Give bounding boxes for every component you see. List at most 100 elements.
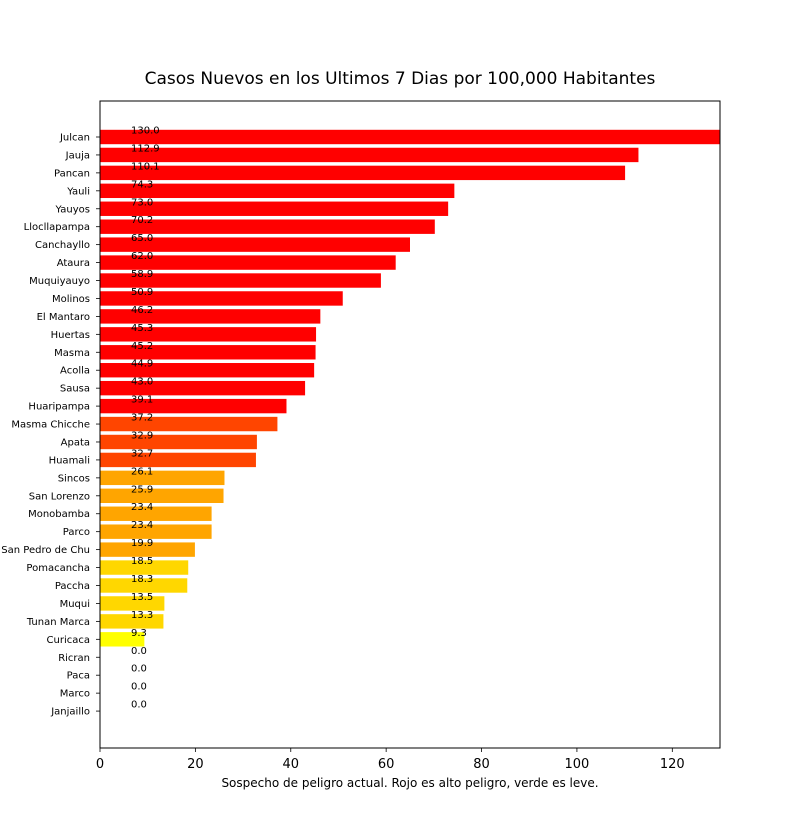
y-tick-label: Ricran [58, 653, 90, 664]
bar [100, 488, 224, 503]
bar-value-label: 58.9 [131, 269, 153, 280]
y-tick-label: Canchayllo [35, 240, 90, 251]
y-tick-label: Jauja [65, 150, 90, 161]
bar [100, 183, 455, 199]
y-tick-label: Parco [63, 527, 90, 538]
plot-frame [99, 100, 721, 749]
x-tick-label: 0 [96, 757, 104, 772]
bar-value-label: 37.2 [131, 413, 153, 424]
y-tick-label: Acolla [60, 366, 90, 377]
y-tick-label: San Lorenzo [29, 491, 90, 502]
bar [100, 237, 410, 252]
bar-value-label: 44.9 [131, 359, 153, 370]
bar-value-label: 43.0 [131, 377, 153, 388]
bar-value-label: 0.0 [131, 664, 147, 675]
bar-value-label: 112.9 [131, 143, 160, 154]
bar-value-label: 25.9 [131, 484, 153, 495]
y-tick-label: Paccha [55, 581, 90, 592]
bar-value-label: 32.7 [131, 448, 153, 459]
bar [100, 201, 449, 216]
bar [100, 614, 164, 629]
bar [100, 596, 165, 611]
x-tick-label: 40 [282, 757, 299, 772]
bar-value-label: 26.1 [131, 466, 153, 477]
bar-value-label: 45.3 [131, 323, 153, 334]
bar-value-label: 13.5 [131, 592, 153, 603]
bar [100, 345, 316, 360]
y-tick-label: Huaripampa [28, 402, 90, 413]
bar-value-label: 23.4 [131, 502, 153, 513]
bar [100, 380, 306, 396]
bar [100, 291, 343, 306]
bar-value-label: 18.3 [131, 574, 153, 585]
y-tick-label: Tunan Marca [26, 617, 90, 628]
x-tick-label: 120 [660, 757, 685, 772]
bar-value-label: 0.0 [131, 646, 147, 657]
bar [100, 506, 212, 521]
data-labels-group: 130.0 112.9 110.1 74.3 73.0 70.2 65.0 62.0 58.9 5… [131, 126, 160, 711]
y-tick-label: Julcan [59, 133, 90, 144]
bar-value-label: 9.3 [131, 628, 147, 639]
bar [100, 470, 225, 486]
bar [100, 147, 639, 163]
bar [100, 578, 188, 593]
x-tick-label: 100 [565, 757, 590, 772]
bar [100, 363, 315, 378]
y-tick-label: Sincos [58, 473, 90, 484]
y-tick-label: Curicaca [47, 635, 90, 646]
y-tick-label: Pomacancha [26, 563, 90, 574]
y-tick-label: Masma Chicche [11, 420, 90, 431]
bar [100, 542, 195, 557]
bar-value-label: 74.3 [131, 179, 153, 190]
bar-value-label: 39.1 [131, 395, 153, 406]
bar-value-label: 18.5 [131, 556, 153, 567]
x-tick-label: 20 [187, 757, 204, 772]
bar [100, 416, 278, 432]
y-tick-label: Monobamba [28, 509, 90, 520]
bar [100, 398, 287, 414]
chart-title: Casos Nuevos en los Ultimos 7 Dias por 1… [145, 69, 656, 89]
y-axis: Julcan Jauja Pancan Yauli Yauyos Llocllapampa… [1, 133, 100, 718]
bar [100, 632, 145, 647]
y-tick-label: San Pedro de Chu [1, 545, 90, 556]
bar-value-label: 0.0 [131, 700, 147, 711]
y-tick-label: Marco [60, 689, 90, 700]
bar-value-label: 50.9 [131, 287, 153, 298]
y-tick-label: Paca [67, 671, 90, 682]
x-tick-label: 80 [473, 757, 490, 772]
bar-value-label: 70.2 [131, 215, 153, 226]
y-tick-label: Masma [54, 348, 90, 359]
bar-value-label: 19.9 [131, 538, 153, 549]
bar [100, 309, 321, 324]
bar [100, 255, 396, 270]
y-tick-label: Huamali [49, 455, 90, 466]
y-tick-label: Apata [61, 437, 90, 448]
bar [100, 327, 317, 342]
bar-value-label: 23.4 [131, 520, 153, 531]
bar [100, 434, 257, 450]
bar-value-label: 130.0 [131, 126, 160, 137]
x-axis-label: Sospecho de peligro actual. Rojo es alto… [221, 776, 598, 790]
y-tick-label: Huertas [51, 330, 90, 341]
bar-value-label: 65.0 [131, 233, 153, 244]
y-tick-label: Muquiyauyo [29, 276, 90, 287]
y-tick-label: Ataura [57, 258, 90, 269]
bar [100, 219, 435, 234]
bar-value-label: 62.0 [131, 251, 153, 262]
bar-value-label: 46.2 [131, 305, 153, 316]
y-tick-label: Sausa [60, 384, 90, 395]
bar [100, 273, 381, 288]
y-tick-label: Muqui [60, 599, 90, 610]
bar-value-label: 13.3 [131, 610, 153, 621]
bar [100, 129, 720, 145]
bar-value-label: 45.2 [131, 341, 153, 352]
bar [100, 165, 626, 181]
y-tick-label: Llocllapampa [24, 222, 90, 233]
y-tick-label: El Mantaro [37, 312, 90, 323]
x-axis: 0 20 40 60 80 100 120 [96, 748, 685, 772]
y-tick-label: Janjaillo [50, 707, 90, 718]
y-tick-label: Pancan [54, 168, 90, 179]
y-tick-label: Molinos [52, 294, 90, 305]
